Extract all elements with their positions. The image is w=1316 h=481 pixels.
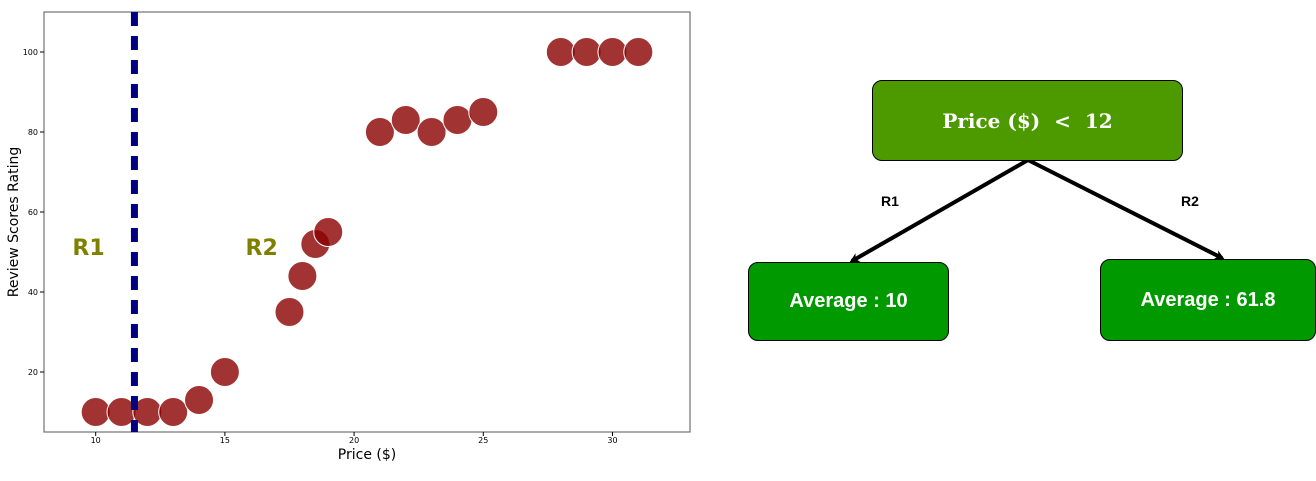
- edge-label-r2: R2: [1181, 193, 1199, 209]
- leaf-right-label: Average : 61.8: [1140, 288, 1276, 311]
- y-tick-label: 40: [28, 288, 38, 297]
- y-tick-label: 100: [23, 48, 38, 57]
- y-axis-title: Review Scores Rating: [6, 147, 22, 298]
- region-label-r2: R2: [246, 236, 278, 261]
- data-point: [545, 37, 576, 67]
- data-point: [158, 397, 189, 427]
- tree-leaf-right: Average : 61.8: [1100, 259, 1316, 341]
- data-point: [184, 385, 215, 415]
- edge-left-arrow: [849, 158, 1029, 263]
- data-point: [623, 37, 654, 67]
- data-point: [597, 37, 628, 67]
- x-axis-title: Price ($): [338, 447, 396, 463]
- data-point: [313, 217, 344, 247]
- data-point: [468, 97, 499, 127]
- x-tick-label: 25: [478, 436, 488, 445]
- x-tick-label: 20: [349, 436, 359, 445]
- data-point: [416, 117, 447, 147]
- tree-leaf-left: Average : 10: [748, 262, 949, 341]
- x-axis-ticks: 10 15 20 25 30: [91, 432, 618, 445]
- data-point: [571, 37, 602, 67]
- edge-right-arrow: [1027, 158, 1225, 260]
- edge-label-r1: R1: [881, 193, 899, 209]
- x-tick-label: 15: [220, 436, 230, 445]
- data-point: [287, 261, 318, 291]
- data-point: [80, 397, 111, 427]
- x-tick-label: 30: [607, 436, 617, 445]
- x-tick-label: 10: [91, 436, 101, 445]
- data-point: [364, 117, 395, 147]
- data-point: [274, 297, 305, 327]
- scatter-plot: 10 15 20 25 30 20 40 60 80 100 R1 R2 Price ($) R…: [6, 11, 691, 463]
- leaf-left-label: Average : 10: [789, 290, 908, 312]
- data-point: [390, 105, 421, 135]
- y-tick-label: 80: [28, 128, 38, 137]
- data-point: [442, 105, 473, 135]
- y-axis-ticks: 20 40 60 80 100: [23, 48, 44, 377]
- tree-root-node: Price ($) < 12: [872, 80, 1183, 161]
- region-label-r1: R1: [72, 236, 104, 261]
- y-tick-label: 60: [28, 208, 38, 217]
- plot-frame: [43, 11, 691, 433]
- y-tick-label: 20: [28, 368, 38, 377]
- root-node-label: Price ($) < 12: [942, 108, 1113, 133]
- data-point: [209, 357, 240, 387]
- data-points: [80, 37, 654, 427]
